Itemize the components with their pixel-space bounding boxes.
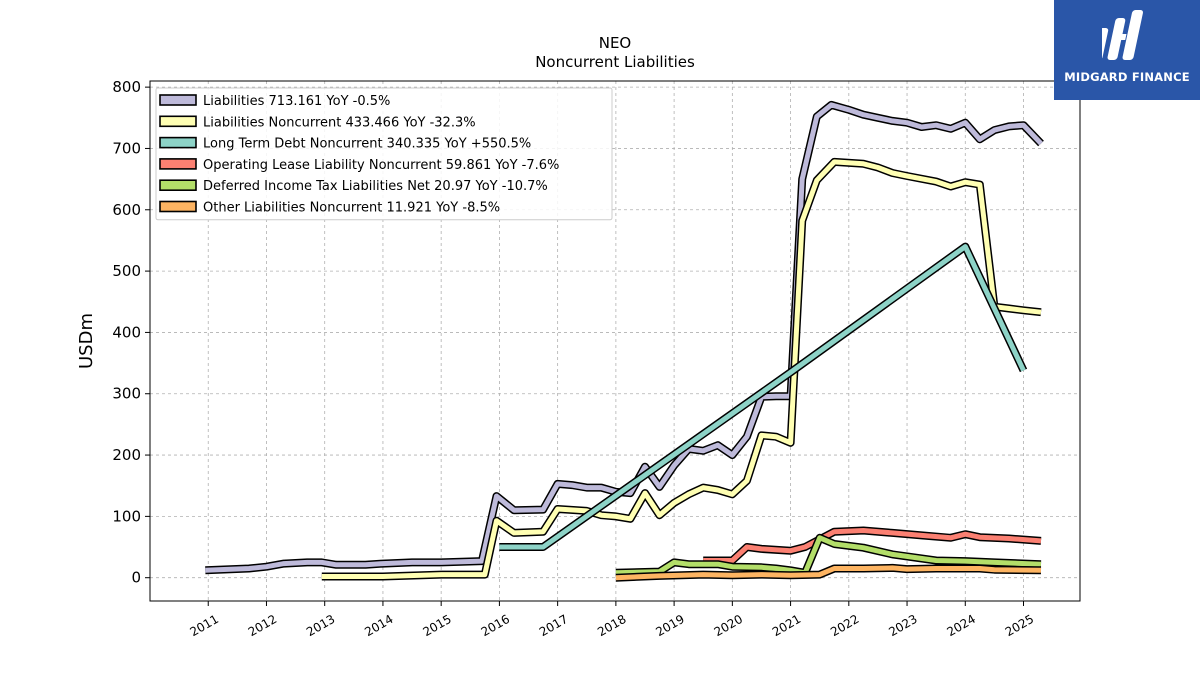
- y-tick-label: 0: [131, 569, 141, 587]
- x-axis: 2011 2012 2013 2014 2015 2016 2017 2018 2019 2020…: [188, 601, 1036, 639]
- x-tick-label: 2022: [828, 612, 861, 639]
- y-tick-label: 800: [112, 78, 141, 96]
- legend-swatch: [159, 136, 197, 149]
- legend-label: Liabilities 713.161 YoY -0.5%: [203, 94, 390, 109]
- x-tick-label: 2018: [595, 612, 628, 639]
- legend-label: Deferred Income Tax Liabilities Net 20.9…: [203, 179, 548, 194]
- series-line-operating-lease-liability-noncurrent: [703, 528, 1042, 563]
- series-line-other-liabilities-noncurrent: [615, 565, 1042, 581]
- chart-subtitle: Noncurrent Liabilities: [535, 53, 695, 71]
- x-tick-label: 2020: [712, 612, 745, 639]
- legend-swatch: [159, 179, 197, 191]
- legend: Liabilities 713.161 YoY -0.5% Liabilities…: [155, 87, 613, 221]
- x-tick-label: 2025: [1003, 612, 1036, 639]
- x-tick-label: 2015: [420, 612, 453, 639]
- x-tick-label: 2023: [886, 612, 919, 639]
- y-axis: 0 100 200 300 400 500 600 700 800: [112, 78, 150, 587]
- y-tick-label: 700: [112, 139, 141, 157]
- x-tick-label: 2012: [246, 612, 279, 639]
- legend-label: Operating Lease Liability Noncurrent 59.…: [203, 158, 559, 173]
- x-tick-label: 2021: [770, 612, 803, 639]
- chart-title: NEO: [599, 34, 632, 52]
- legend-box: [155, 87, 613, 221]
- series-group: [205, 100, 1044, 582]
- legend-swatch: [159, 94, 197, 106]
- y-tick-label: 400: [112, 323, 141, 341]
- midgard-m-logo-icon: [1102, 10, 1144, 60]
- x-tick-label: 2013: [304, 612, 337, 639]
- legend-label: Liabilities Noncurrent 433.466 YoY -32.3…: [203, 115, 476, 130]
- x-tick-label: 2017: [537, 612, 570, 639]
- x-tick-label: 2016: [479, 612, 512, 639]
- legend-swatch: [159, 115, 197, 128]
- plot-frame: [149, 80, 1081, 602]
- y-axis-label: USDm: [76, 313, 97, 369]
- series-line-long-term-debt-noncurrent: [499, 244, 1026, 550]
- x-tick-label: 2011: [188, 612, 221, 639]
- x-tick-label: 2024: [945, 612, 978, 639]
- series-outline-liabilities-noncurrent: [321, 157, 1042, 581]
- legend-label: Long Term Debt Noncurrent 340.335 YoY +5…: [203, 137, 531, 152]
- y-tick-label: 200: [112, 446, 141, 464]
- x-tick-label: 2019: [653, 612, 686, 639]
- series-line-liabilities-noncurrent: [321, 159, 1042, 579]
- y-tick-label: 500: [112, 262, 141, 280]
- midgard-finance-logo: MIDGARD FINANCE: [1054, 0, 1200, 100]
- y-tick-label: 600: [112, 201, 141, 219]
- legend-swatch: [159, 200, 197, 213]
- legend-label: Other Liabilities Noncurrent 11.921 YoY …: [203, 201, 500, 216]
- legend-swatch: [159, 158, 197, 170]
- y-tick-label: 300: [112, 385, 141, 403]
- series-outline-long-term-debt-noncurrent: [499, 242, 1028, 551]
- logo-text: MIDGARD FINANCE: [1064, 70, 1190, 84]
- y-tick-label: 100: [112, 507, 141, 525]
- x-tick-label: 2014: [362, 612, 395, 639]
